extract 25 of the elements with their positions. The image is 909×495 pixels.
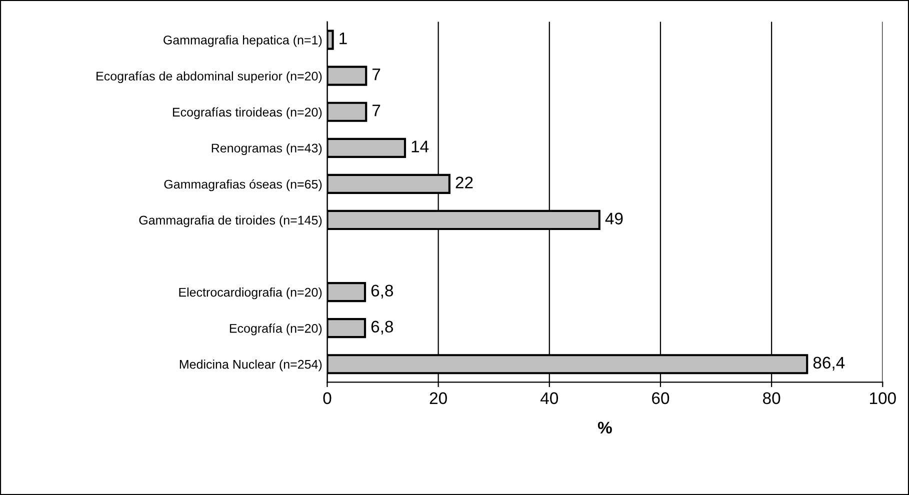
x-tick-label: 60 [652, 392, 670, 404]
data-label: 86,4 [813, 356, 845, 371]
y-tick-label: Ecografía (n=20) [230, 323, 322, 336]
y-tick-label: Renogramas (n=43) [212, 143, 322, 156]
x-tick-label: 80 [763, 392, 780, 404]
data-label: 7 [372, 68, 380, 80]
y-tick-label: Gammagrafias óseas (n=65) [164, 179, 322, 192]
x-axis-title: % [598, 422, 612, 434]
y-tick-label: Medicina Nuclear (n=254) [180, 360, 322, 372]
data-label: 6,8 [371, 320, 394, 335]
x-tick-label: 100 [870, 392, 896, 404]
data-label: 7 [372, 104, 380, 116]
data-label: 6,8 [371, 284, 394, 298]
y-tick-label: Ecografías de abdominal superior (n=20) [96, 71, 322, 84]
data-label: 49 [605, 212, 623, 224]
x-tick-label: 0 [323, 392, 332, 404]
x-tick-label: 40 [540, 392, 558, 404]
data-label: 1 [340, 32, 347, 44]
data-label: 22 [456, 176, 473, 188]
x-tick-label: 20 [430, 392, 447, 404]
y-tick-label: Electrocardiografia (n=20) [179, 288, 322, 300]
y-tick-label: Gammagrafia de tiroides (n=145) [139, 215, 322, 228]
y-tick-label: Ecografías tiroideas (n=20) [172, 107, 322, 120]
y-tick-label: Gammagrafia hepatica (n=1) [164, 35, 322, 47]
data-label: 14 [412, 140, 429, 152]
